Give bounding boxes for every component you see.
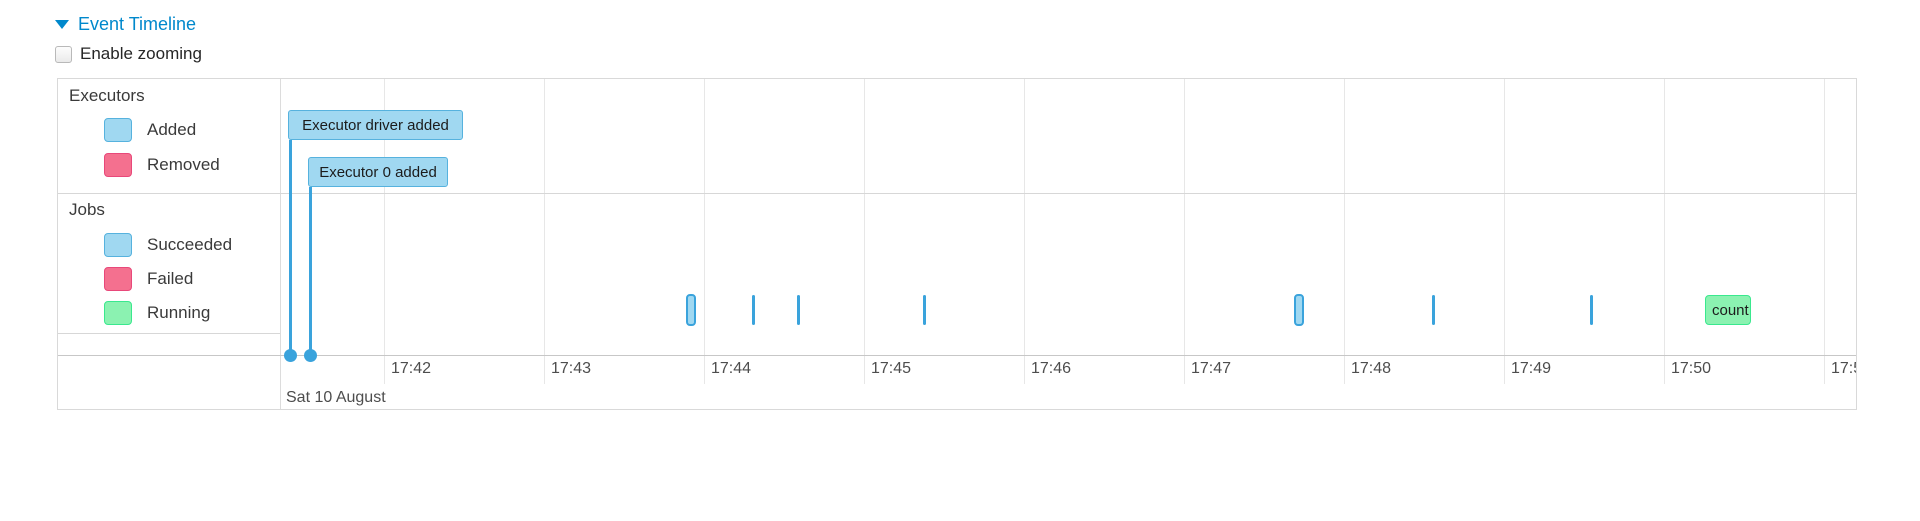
executor-event-box[interactable]: Executor 0 added <box>308 157 448 187</box>
legend-group-title: Jobs <box>69 200 105 219</box>
grid-line <box>544 79 545 384</box>
legend-group-title: Executors <box>69 86 145 105</box>
grid-line <box>384 79 385 384</box>
legend-bottom-divider <box>58 333 280 334</box>
legend-item-label: Added <box>147 120 197 139</box>
legend-divider <box>280 79 281 409</box>
legend-item: Running <box>104 301 210 325</box>
job-event-point[interactable] <box>752 295 755 325</box>
axis-tick-label: 17:47 <box>1191 360 1232 377</box>
executor-event-dot <box>284 349 297 362</box>
legend-item-label: Succeeded <box>147 235 233 254</box>
legend-item-label: Removed <box>147 155 220 174</box>
time-axis-line <box>58 355 1856 356</box>
axis-major-label: Sat 10 August <box>286 389 386 406</box>
event-timeline-chart: Executors Added Removed Jobs Succeeded Failed… <box>57 78 1857 410</box>
chevron-down-icon <box>55 20 69 29</box>
job-event-point[interactable] <box>1432 295 1435 325</box>
axis-tick-label: 17:51 <box>1831 360 1856 377</box>
grid-line <box>704 79 705 384</box>
grid-line <box>1024 79 1025 384</box>
legend-swatch-green <box>104 301 132 325</box>
legend-item: Removed <box>104 153 220 177</box>
executor-event-dot <box>304 349 317 362</box>
job-event-range[interactable] <box>686 294 696 326</box>
job-event-cluster[interactable]: count <box>1705 295 1751 325</box>
executor-event-line <box>309 187 312 355</box>
grid-line <box>1664 79 1665 384</box>
grid-line <box>864 79 865 384</box>
axis-tick-label: 17:46 <box>1031 360 1072 377</box>
legend-item: Succeeded <box>104 233 232 257</box>
job-event-point[interactable] <box>797 295 800 325</box>
legend-item-label: Running <box>147 303 211 322</box>
grid-line <box>1504 79 1505 384</box>
legend-swatch-blue <box>104 118 132 142</box>
job-event-point[interactable] <box>1590 295 1593 325</box>
axis-tick-label: 17:42 <box>391 360 432 377</box>
legend-swatch-blue <box>104 233 132 257</box>
grid-line <box>1184 79 1185 384</box>
axis-tick-label: 17:50 <box>1671 360 1712 377</box>
event-timeline-toggle[interactable]: Event Timeline <box>55 14 196 35</box>
enable-zooming-row: Enable zooming <box>55 44 202 64</box>
executor-event-line <box>289 140 292 355</box>
job-event-range[interactable] <box>1294 294 1304 326</box>
legend-swatch-pink <box>104 153 132 177</box>
axis-tick-label: 17:48 <box>1351 360 1392 377</box>
job-event-point[interactable] <box>923 295 926 325</box>
page-title: Event Timeline <box>78 14 197 34</box>
grid-line <box>1344 79 1345 384</box>
executor-event-box[interactable]: Executor driver added <box>288 110 463 140</box>
axis-tick-label: 17:45 <box>871 360 912 377</box>
enable-zooming-checkbox[interactable] <box>55 45 72 63</box>
legend-item: Added <box>104 118 196 142</box>
legend-swatch-pink <box>104 267 132 291</box>
enable-zooming-label[interactable]: Enable zooming <box>80 44 202 63</box>
grid-line <box>1824 79 1825 384</box>
group-divider <box>58 193 1856 194</box>
axis-tick-label: 17:44 <box>711 360 752 377</box>
legend-item-label: Failed <box>147 269 194 288</box>
axis-tick-label: 17:49 <box>1511 360 1552 377</box>
axis-tick-label: 17:43 <box>551 360 592 377</box>
legend-item: Failed <box>104 267 193 291</box>
